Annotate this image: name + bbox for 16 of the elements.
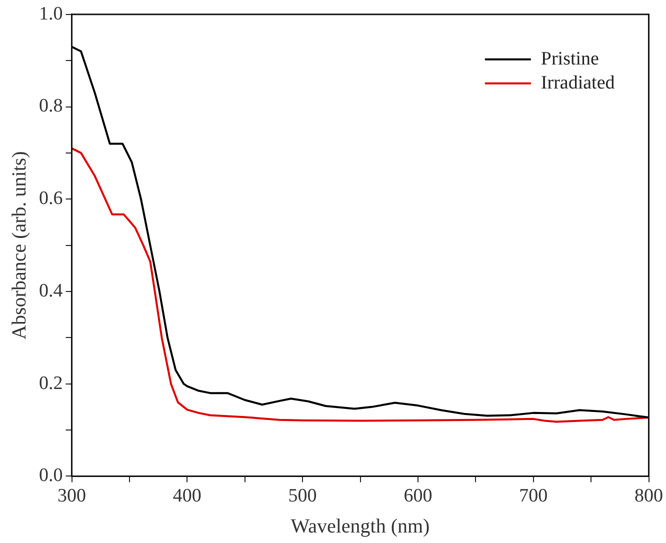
y-tick-label: 0.8 bbox=[39, 96, 63, 117]
y-tick-label: 0.6 bbox=[39, 188, 63, 210]
x-tick-label: 400 bbox=[172, 486, 202, 507]
x-axis-title: Wavelength (nm) bbox=[290, 515, 430, 538]
x-tick-label: 300 bbox=[58, 486, 86, 507]
x-tick-label: 500 bbox=[288, 486, 317, 507]
y-tick-label: 1.0 bbox=[39, 3, 63, 24]
y-tick-label: 0.0 bbox=[39, 465, 63, 486]
legend-label: Pristine bbox=[540, 48, 599, 70]
legend-label: Irradiated bbox=[540, 72, 616, 94]
y-axis-title: Absorbance (arb. units) bbox=[8, 151, 30, 340]
x-tick-label: 800 bbox=[634, 486, 663, 507]
x-tick-label: 600 bbox=[404, 486, 432, 507]
y-tick-label: 0.4 bbox=[39, 280, 64, 302]
y-tick-label: 0.2 bbox=[39, 372, 63, 394]
x-tick-label: 700 bbox=[519, 486, 548, 507]
